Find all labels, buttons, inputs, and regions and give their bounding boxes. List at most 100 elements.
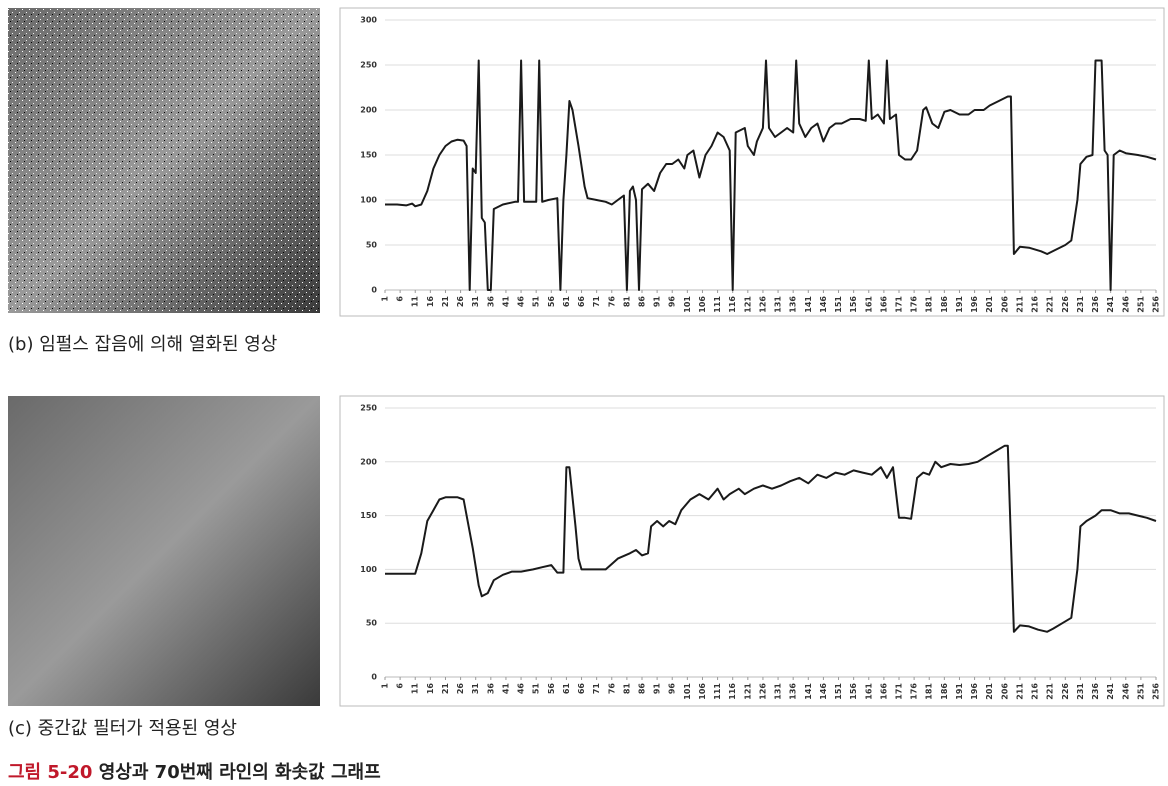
x-tick-label: 251 <box>1136 683 1145 700</box>
x-tick-label: 96 <box>668 296 677 308</box>
x-tick-label: 56 <box>547 296 556 308</box>
x-tick-label: 51 <box>532 296 541 308</box>
x-tick-label: 171 <box>895 683 904 700</box>
x-tick-label: 256 <box>1152 683 1161 700</box>
x-tick-label: 106 <box>698 296 707 313</box>
x-tick-label: 86 <box>638 683 647 695</box>
x-tick-label: 211 <box>1015 296 1024 313</box>
x-tick-label: 186 <box>940 683 949 700</box>
x-tick-label: 36 <box>486 683 495 695</box>
x-tick-label: 106 <box>698 683 707 700</box>
y-tick-label: 100 <box>360 565 377 574</box>
x-tick-label: 126 <box>758 683 767 700</box>
x-tick-label: 61 <box>562 296 571 308</box>
x-tick-label: 176 <box>910 683 919 700</box>
x-tick-label: 181 <box>925 683 934 700</box>
x-tick-label: 116 <box>728 683 737 700</box>
x-tick-label: 146 <box>819 296 828 313</box>
x-tick-label: 221 <box>1046 683 1055 700</box>
x-tick-label: 156 <box>849 296 858 313</box>
filtered-image <box>8 396 320 706</box>
x-tick-label: 171 <box>895 296 904 313</box>
x-tick-label: 56 <box>547 683 556 695</box>
x-tick-label: 216 <box>1031 683 1040 700</box>
x-tick-label: 201 <box>985 683 994 700</box>
figure-caption: 그림 5-20 영상과 70번째 라인의 화솟값 그래프 <box>8 758 381 784</box>
x-tick-label: 211 <box>1015 683 1024 700</box>
x-tick-label: 26 <box>456 683 465 695</box>
x-tick-label: 31 <box>471 683 480 695</box>
x-tick-label: 121 <box>743 296 752 313</box>
y-tick-label: 150 <box>360 511 377 520</box>
x-tick-label: 86 <box>638 296 647 308</box>
x-tick-label: 101 <box>683 683 692 700</box>
x-tick-label: 16 <box>426 683 435 695</box>
y-tick-label: 50 <box>366 619 378 628</box>
x-tick-label: 231 <box>1076 683 1085 700</box>
x-tick-label: 191 <box>955 296 964 313</box>
x-tick-label: 186 <box>940 296 949 313</box>
x-tick-label: 111 <box>713 683 722 700</box>
x-tick-label: 46 <box>517 683 526 695</box>
x-tick-label: 141 <box>804 296 813 313</box>
x-tick-label: 126 <box>758 296 767 313</box>
x-tick-label: 36 <box>486 296 495 308</box>
data-line <box>385 59 1157 291</box>
x-tick-label: 31 <box>471 296 480 308</box>
x-tick-label: 236 <box>1091 296 1100 313</box>
y-tick-label: 0 <box>371 286 377 295</box>
x-tick-label: 196 <box>970 683 979 700</box>
x-tick-label: 91 <box>653 683 662 695</box>
x-tick-label: 196 <box>970 296 979 313</box>
y-tick-label: 150 <box>360 151 377 160</box>
x-tick-label: 81 <box>622 683 631 695</box>
x-tick-label: 1 <box>381 683 390 689</box>
x-tick-label: 191 <box>955 683 964 700</box>
x-tick-label: 226 <box>1061 683 1070 700</box>
x-tick-label: 76 <box>607 296 616 308</box>
x-tick-label: 166 <box>879 683 888 700</box>
x-tick-label: 101 <box>683 296 692 313</box>
x-tick-label: 1 <box>381 296 390 302</box>
x-tick-label: 71 <box>592 683 601 695</box>
x-tick-label: 246 <box>1121 683 1130 700</box>
chart-frame <box>339 395 1165 707</box>
x-tick-label: 231 <box>1076 296 1085 313</box>
x-tick-label: 246 <box>1121 296 1130 313</box>
x-tick-label: 241 <box>1106 296 1115 313</box>
data-line <box>385 444 1157 633</box>
x-tick-label: 71 <box>592 296 601 308</box>
x-tick-label: 51 <box>532 683 541 695</box>
x-tick-label: 21 <box>441 296 450 308</box>
x-tick-label: 131 <box>774 296 783 313</box>
x-tick-label: 16 <box>426 296 435 308</box>
x-tick-label: 136 <box>789 683 798 700</box>
noise-overlay <box>8 8 320 313</box>
x-tick-label: 151 <box>834 683 843 700</box>
x-tick-label: 116 <box>728 296 737 313</box>
x-tick-label: 226 <box>1061 296 1070 313</box>
x-tick-label: 11 <box>411 683 420 695</box>
x-tick-label: 26 <box>456 296 465 308</box>
x-tick-label: 156 <box>849 683 858 700</box>
x-tick-label: 166 <box>879 296 888 313</box>
x-tick-label: 161 <box>864 296 873 313</box>
x-tick-label: 206 <box>1000 683 1009 700</box>
x-tick-label: 161 <box>864 683 873 700</box>
x-tick-label: 251 <box>1136 296 1145 313</box>
y-tick-label: 0 <box>371 673 377 682</box>
x-tick-label: 111 <box>713 296 722 313</box>
y-tick-label: 300 <box>360 16 377 25</box>
x-tick-label: 66 <box>577 683 586 695</box>
x-tick-label: 151 <box>834 296 843 313</box>
figure-text: 영상과 70번째 라인의 화솟값 그래프 <box>98 762 381 783</box>
figure-label: 그림 5-20 <box>8 762 93 783</box>
x-tick-label: 81 <box>622 296 631 308</box>
x-tick-label: 41 <box>501 296 510 308</box>
x-tick-label: 131 <box>774 683 783 700</box>
x-tick-label: 181 <box>925 296 934 313</box>
y-tick-label: 100 <box>360 196 377 205</box>
x-tick-label: 176 <box>910 296 919 313</box>
